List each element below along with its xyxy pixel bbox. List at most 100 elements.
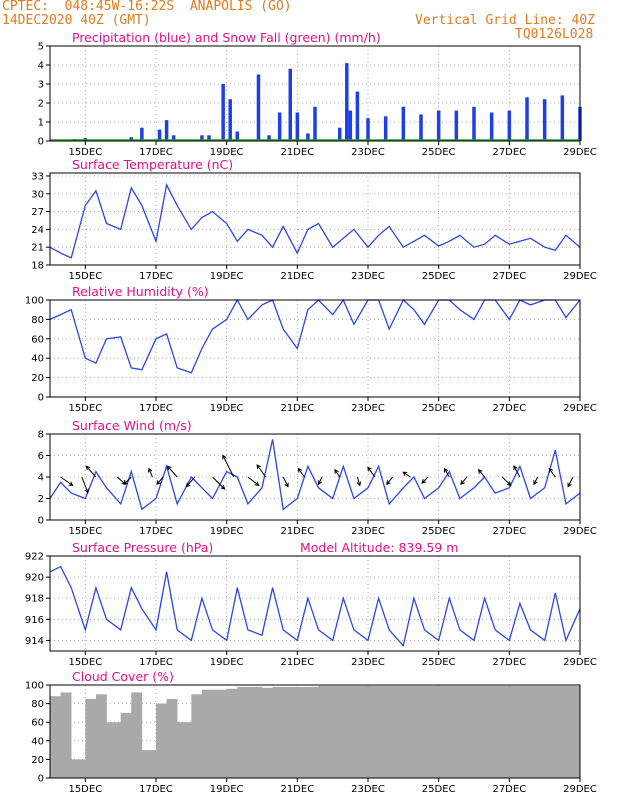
cloud-bar xyxy=(484,685,496,778)
cloud-bar xyxy=(403,685,415,778)
x-tick-label: 15DEC xyxy=(68,147,102,158)
wind-arrow xyxy=(256,464,266,478)
wind-arrow xyxy=(212,476,225,490)
x-tick-label: 21DEC xyxy=(280,271,314,282)
cloud-bar xyxy=(332,685,344,778)
y-tick-label: 918 xyxy=(25,594,44,605)
y-tick-label: 27 xyxy=(31,207,44,218)
header-model: TQ0126L028 xyxy=(515,27,594,42)
x-tick-label: 19DEC xyxy=(210,271,244,282)
panel-subtitle: Model Altitude: 839.59 m xyxy=(300,540,458,555)
cloud-bar xyxy=(544,685,556,778)
precip-bar xyxy=(277,112,282,141)
wind-arrow xyxy=(367,467,376,478)
cloud-bar xyxy=(177,722,192,778)
series-line-pressure xyxy=(49,565,581,648)
wind-arrow-head xyxy=(220,485,226,490)
precip-bar xyxy=(288,68,293,141)
cloud-bar xyxy=(272,686,284,778)
x-tick-label: 17DEC xyxy=(139,271,173,282)
x-tick-label: 19DEC xyxy=(210,147,244,158)
cloud-bar xyxy=(378,685,390,778)
cloud-bar xyxy=(343,685,355,778)
y-tick-label: 6 xyxy=(38,451,44,462)
cloud-bar xyxy=(449,685,461,778)
wind-arrow-head xyxy=(477,468,483,474)
precip-bar xyxy=(436,110,441,141)
y-tick-label: 21 xyxy=(31,243,44,254)
precip-bar xyxy=(489,112,494,141)
wind-arrow-head xyxy=(317,480,323,486)
wind-arrow-head xyxy=(548,467,554,473)
x-tick-label: 15DEC xyxy=(68,403,102,414)
precip-bar xyxy=(542,99,547,141)
x-tick-label: 25DEC xyxy=(422,657,456,668)
y-tick-label: 4 xyxy=(38,61,44,72)
y-tick-label: 2 xyxy=(38,99,44,110)
wind-arrow-head xyxy=(147,467,153,473)
wind-arrow-head xyxy=(68,481,74,486)
y-tick-label: 8 xyxy=(38,430,44,441)
y-tick-label: 20 xyxy=(31,755,44,766)
cloud-bar xyxy=(131,692,143,778)
wind-arrow-head xyxy=(533,480,538,486)
x-tick-label: 25DEC xyxy=(422,526,456,537)
wind-arrow-head xyxy=(84,488,89,494)
x-tick-label: 21DEC xyxy=(280,526,314,537)
precip-bar xyxy=(401,106,406,141)
x-tick-label: 27DEC xyxy=(492,403,526,414)
x-tick-label: 29DEC xyxy=(563,147,597,158)
precip-bar xyxy=(355,91,360,141)
cloud-bar xyxy=(212,689,227,778)
y-tick-label: 5 xyxy=(38,42,44,53)
y-tick-label: 920 xyxy=(25,573,44,584)
panel-cloud: Cloud Cover (%) 0 20 40 60 80 100 15DEC 17DEC 19D… xyxy=(25,669,597,795)
y-tick-label: 60 xyxy=(31,718,44,729)
y-tick-label: 40 xyxy=(31,736,44,747)
cloud-bar xyxy=(495,685,510,778)
wind-arrow-head xyxy=(421,479,427,484)
x-tick-label: 29DEC xyxy=(563,526,597,537)
x-tick-label: 21DEC xyxy=(280,147,314,158)
y-tick-label: 2 xyxy=(38,494,44,505)
x-tick-label: 17DEC xyxy=(139,403,173,414)
cloud-bar xyxy=(226,688,238,778)
precip-bar xyxy=(366,118,370,141)
y-tick-label: 24 xyxy=(31,225,44,236)
cloud-bar xyxy=(191,694,203,778)
wind-arrow xyxy=(85,465,97,478)
wind-arrow xyxy=(156,476,164,485)
precip-bar xyxy=(129,137,134,141)
y-tick-label: 30 xyxy=(31,189,44,200)
series-line-wind xyxy=(49,439,581,511)
cloud-bar xyxy=(565,685,581,778)
wind-arrow xyxy=(444,468,450,478)
panel-wind: Surface Wind (m/s) 0 2 4 6 8 15DEC 17DEC 19DEC 21… xyxy=(38,418,597,537)
wind-arrow xyxy=(81,476,89,493)
cloud-bar xyxy=(474,685,485,778)
wind-arrow xyxy=(282,476,289,487)
x-tick-label: 21DEC xyxy=(280,657,314,668)
wind-arrow-head xyxy=(567,482,572,488)
cloud-bar xyxy=(424,685,439,778)
x-tick-label: 25DEC xyxy=(422,784,456,795)
cloud-bar xyxy=(297,686,309,778)
cloud-bar xyxy=(60,692,72,778)
x-tick-label: 17DEC xyxy=(139,657,173,668)
y-tick-label: 80 xyxy=(31,699,44,710)
precip-bar xyxy=(560,95,565,141)
precip-bar xyxy=(164,120,169,141)
wind-arrow xyxy=(318,476,323,485)
precip-bar xyxy=(235,131,240,141)
x-tick-label: 15DEC xyxy=(68,271,102,282)
wind-arrow-head xyxy=(334,468,339,474)
x-tick-label: 29DEC xyxy=(563,403,597,414)
y-tick-label: 60 xyxy=(31,334,44,345)
wind-arrow-head xyxy=(166,465,172,471)
wind-arrow xyxy=(334,469,341,478)
x-tick-label: 19DEC xyxy=(210,526,244,537)
cloud-bar xyxy=(237,686,249,778)
precip-bar xyxy=(454,110,459,141)
wind-arrow xyxy=(548,468,556,478)
wind-arrow-head xyxy=(386,480,391,486)
